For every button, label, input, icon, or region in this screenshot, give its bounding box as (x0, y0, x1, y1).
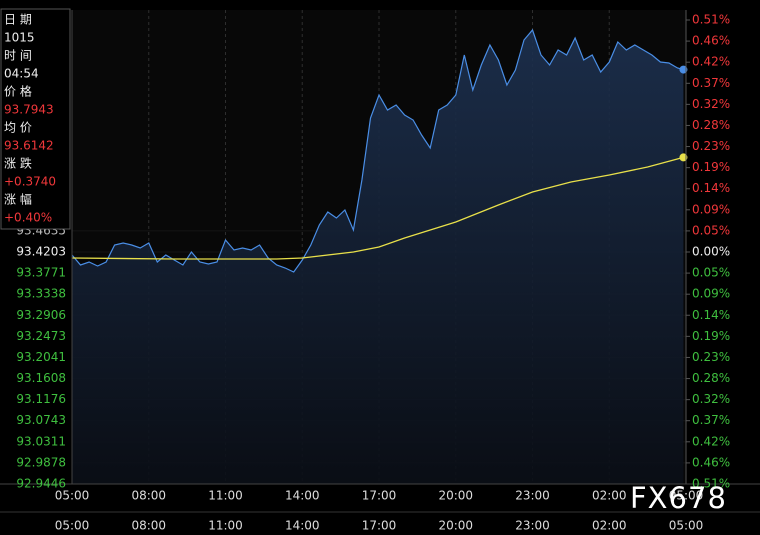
y2-tick-label: 0.09% (692, 202, 730, 216)
x-tick-label: 08:00 (131, 489, 166, 503)
x-tick-label: 05:00 (669, 519, 704, 533)
x-tick-label: 08:00 (131, 519, 166, 533)
x-tick-label: 11:00 (208, 519, 243, 533)
y2-tick-label: 0.28% (692, 371, 730, 385)
info-value: 1015 (4, 31, 35, 45)
last-point (679, 153, 688, 162)
info-label: 时 间 (4, 49, 32, 63)
info-label: 日 期 (4, 13, 32, 27)
y-tick-label: 93.1176 (16, 392, 66, 406)
y2-tick-label: 0.32% (692, 97, 730, 111)
info-value: 93.7943 (4, 103, 54, 117)
last-point (679, 65, 688, 74)
y2-tick-label: 0.51% (692, 13, 730, 27)
x-tick-label: 17:00 (362, 489, 397, 503)
y2-tick-label: 0.42% (692, 434, 730, 448)
y-tick-label: 93.1608 (16, 371, 66, 385)
y2-tick-label: 0.37% (692, 413, 730, 427)
y-tick-label: 93.2473 (16, 329, 66, 343)
x-tick-label: 20:00 (438, 489, 473, 503)
y-tick-label: 93.0311 (16, 434, 66, 448)
area-fill (72, 30, 684, 484)
y2-tick-label: 0.05% (692, 266, 730, 280)
info-box (0, 8, 71, 230)
y2-tick-label: 0.23% (692, 139, 730, 153)
y-tick-label: 93.0743 (16, 413, 66, 427)
y2-tick-label: 0.51% (692, 477, 730, 491)
y2-tick-label: 0.23% (692, 350, 730, 364)
y2-tick-label: 0.09% (692, 287, 730, 301)
x-tick-label: 05:00 (55, 519, 90, 533)
x-tick-label: 02:00 (592, 519, 627, 533)
y2-tick-label: 0.19% (692, 160, 730, 174)
x-tick-label: 23:00 (515, 489, 550, 503)
y2-tick-label: 0.05% (692, 223, 730, 237)
y2-tick-label: 0.46% (692, 455, 730, 469)
info-label: 涨 幅 (4, 192, 32, 207)
x-tick-label: 14:00 (285, 489, 320, 503)
info-value: 04:54 (4, 67, 39, 81)
y-tick-label: 93.3338 (16, 287, 66, 301)
y2-tick-label: 0.14% (692, 308, 730, 322)
y2-tick-label: 0.14% (692, 181, 730, 195)
info-label: 涨 跌 (4, 156, 32, 171)
y2-tick-label: 0.42% (692, 55, 730, 69)
y-tick-label: 92.9878 (16, 455, 66, 469)
info-value: +0.3740 (4, 175, 56, 189)
x-tick-label: 23:00 (515, 519, 550, 533)
y2-tick-label: 0.46% (692, 34, 730, 48)
info-value: 93.6142 (4, 139, 54, 153)
series-line (71, 156, 684, 260)
info-value: +0.40% (4, 211, 52, 225)
y2-tick-label: 0.32% (692, 392, 730, 406)
x-tick-label: 14:00 (285, 519, 320, 533)
x-tick-label: 05:00 (669, 489, 704, 503)
info-label: 价 格 (4, 84, 32, 99)
series-line (71, 28, 684, 273)
x-tick-label: 02:00 (592, 489, 627, 503)
y-tick-label: 93.2041 (16, 350, 66, 364)
y-tick-label: 93.3771 (16, 266, 66, 280)
y2-tick-label: 0.28% (692, 118, 730, 132)
y2-tick-label: 0.00% (692, 245, 730, 259)
y-tick-label: 93.4203 (16, 245, 66, 259)
x-tick-label: 17:00 (362, 519, 397, 533)
y2-tick-label: 0.19% (692, 329, 730, 343)
y2-tick-label: 0.37% (692, 76, 730, 90)
info-label: 均 价 (4, 121, 32, 135)
y-tick-label: 92.9446 (16, 477, 66, 491)
x-tick-label: 11:00 (208, 489, 243, 503)
y-tick-label: 93.2906 (16, 308, 66, 322)
x-tick-label: 05:00 (55, 489, 90, 503)
x-tick-label: 20:00 (438, 519, 473, 533)
watermark: FX678 (630, 481, 727, 515)
